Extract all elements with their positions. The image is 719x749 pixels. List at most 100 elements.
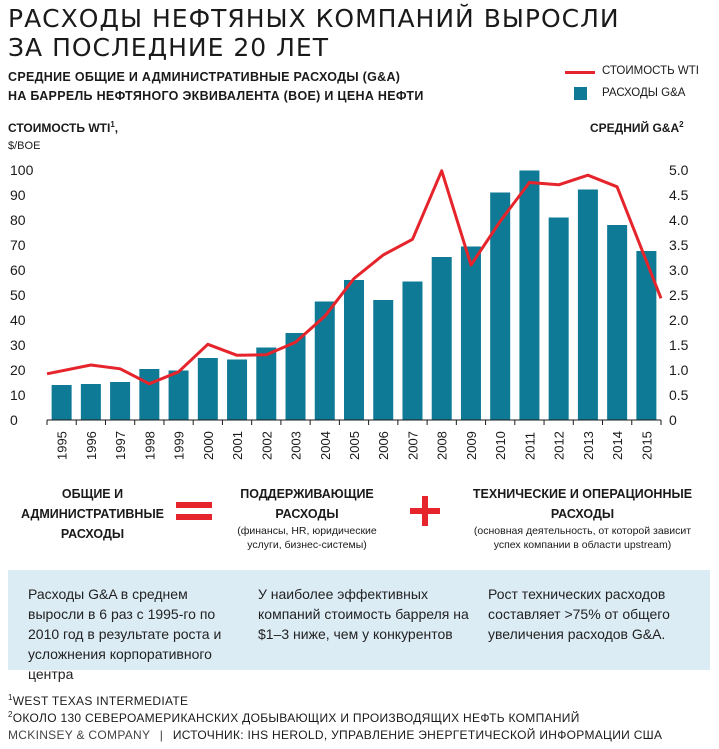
footnote-2-mark: 2 bbox=[8, 710, 13, 719]
x-tick-label: 1995 bbox=[55, 431, 70, 460]
right-tick-label: 4.0 bbox=[669, 212, 689, 228]
left-axis-title-suffix: , bbox=[114, 121, 119, 135]
x-tick-label: 2011 bbox=[522, 432, 537, 460]
left-tick-label: 10 bbox=[10, 387, 26, 403]
legend-bar-label: РАСХОДЫ G&A bbox=[602, 87, 686, 99]
left-tick-label: 50 bbox=[10, 287, 26, 303]
formula-term1-sub: (финансы, HR, юридические услуги, бизнес… bbox=[237, 525, 377, 551]
bar-2013 bbox=[577, 189, 598, 420]
bar-2000 bbox=[197, 358, 218, 420]
equals-bar-top bbox=[176, 502, 212, 508]
formula-term2: ТЕХНИЧЕСКИЕ И ОПЕРАЦИОННЫЕ РАСХОДЫ bbox=[472, 487, 693, 521]
x-tick-label: 1999 bbox=[172, 431, 187, 460]
x-tick-label: 2009 bbox=[464, 431, 479, 460]
x-tick-label: 2006 bbox=[376, 431, 391, 460]
right-tick-label: 0 bbox=[669, 412, 677, 428]
chart-subtitle: СРЕДНИЕ ОБЩИЕ И АДМИНИСТРАТИВНЫЕ РАСХОДЫ… bbox=[8, 68, 424, 106]
left-tick-label: 100 bbox=[10, 162, 34, 178]
footnote-1: 1WEST TEXAS INTERMEDIATE bbox=[8, 693, 188, 708]
x-tick-label: 2001 bbox=[230, 431, 245, 460]
insight-1: Расходы G&A в среднем выросли в 6 раз с … bbox=[28, 586, 222, 682]
bar-2009 bbox=[460, 246, 481, 420]
left-tick-label: 40 bbox=[10, 312, 26, 328]
left-tick-label: 0 bbox=[10, 412, 18, 428]
right-tick-label: 3.0 bbox=[669, 262, 689, 278]
x-tick-label: 2015 bbox=[639, 431, 654, 460]
right-tick-label: 3.5 bbox=[669, 237, 689, 253]
right-tick-label: 2.5 bbox=[669, 287, 689, 303]
right-tick-label: 4.5 bbox=[669, 187, 689, 203]
bar-2014 bbox=[607, 225, 628, 420]
bar-1996 bbox=[80, 384, 101, 420]
left-axis-footnote-mark: 1 bbox=[110, 120, 115, 129]
bar-2006 bbox=[373, 300, 394, 420]
footnote-2: 2ОКОЛО 130 СЕВЕРОАМЕРИКАНСКИХ ДОБЫВАЮЩИХ… bbox=[8, 710, 580, 725]
right-tick-label: 1.5 bbox=[669, 337, 689, 353]
x-tick-label: 2000 bbox=[201, 431, 216, 460]
bar-1997 bbox=[110, 382, 131, 420]
legend-line-label: СТОИМОСТЬ WTI bbox=[602, 65, 699, 77]
left-tick-label: 60 bbox=[10, 262, 26, 278]
legend-line-swatch bbox=[565, 71, 595, 74]
x-tick-label: 2013 bbox=[581, 431, 596, 460]
chart: 0 10 20 30 40 50 60 70 80 90 100 0 0.5 1.0 1.5 2.0 2.5 3.… bbox=[10, 162, 689, 460]
right-axis-footnote-mark: 2 bbox=[679, 120, 684, 129]
x-tick-label: 2007 bbox=[405, 431, 420, 460]
bar-2001 bbox=[227, 359, 248, 420]
bar-2003 bbox=[285, 333, 306, 420]
bar-1998 bbox=[139, 369, 160, 420]
bar-2008 bbox=[431, 257, 452, 420]
source-text: ИСТОЧНИК: IHS HEROLD, УПРАВЛЕНИЕ ЭНЕРГЕТ… bbox=[172, 728, 663, 742]
bar-2004 bbox=[314, 301, 335, 420]
left-axis-title-text: СТОИМОСТЬ WTI bbox=[8, 121, 111, 135]
x-tick-label: 1996 bbox=[84, 431, 99, 460]
footnote-1-mark: 1 bbox=[8, 693, 13, 702]
insight-2: У наиболее эффективных компаний стоимост… bbox=[258, 586, 469, 642]
left-tick-label: 90 bbox=[10, 187, 26, 203]
left-axis-title: СТОИМОСТЬ WTI1, bbox=[8, 120, 118, 135]
right-axis-title-text: СРЕДНИЙ G&A bbox=[590, 121, 680, 135]
bar-2010 bbox=[490, 192, 511, 420]
left-tick-label: 80 bbox=[10, 212, 26, 228]
right-tick-label: 5.0 bbox=[669, 162, 689, 178]
x-tick-label: 2010 bbox=[493, 431, 508, 460]
bar-1995 bbox=[51, 385, 72, 420]
right-tick-label: 1.0 bbox=[669, 362, 689, 378]
x-tick-label: 2004 bbox=[318, 431, 333, 460]
plus-bar-v bbox=[422, 496, 428, 526]
insight-3: Рост технических расходов составляет >75… bbox=[488, 586, 670, 642]
footnote-1-text: WEST TEXAS INTERMEDIATE bbox=[12, 694, 189, 708]
left-tick-label: 20 bbox=[10, 362, 26, 378]
source-line: MCKINSEY & COMPANY | ИСТОЧНИК: IHS HEROL… bbox=[8, 728, 662, 742]
formula-lhs: ОБЩИЕ И АДМИНИСТРАТИВНЫЕ РАСХОДЫ bbox=[20, 487, 165, 541]
equals-sign bbox=[176, 496, 212, 526]
bar-2005 bbox=[344, 280, 364, 420]
bar-1999 bbox=[168, 370, 189, 420]
x-tick-label: 2012 bbox=[552, 431, 567, 460]
formula-term2-sub: (основная деятельность, от которой завис… bbox=[473, 525, 692, 551]
legend-bar-swatch bbox=[574, 87, 587, 100]
x-tick-label: 2003 bbox=[289, 431, 304, 460]
right-axis-title: СРЕДНИЙ G&A2 bbox=[590, 120, 684, 135]
bar-2015 bbox=[636, 251, 657, 420]
subtitle-line-1: СРЕДНИЕ ОБЩИЕ И АДМИНИСТРАТИВНЫЕ РАСХОДЫ… bbox=[8, 70, 401, 84]
bar-2007 bbox=[402, 281, 423, 420]
bar-2012 bbox=[548, 217, 569, 420]
left-axis-unit: $/BOE bbox=[8, 140, 41, 152]
x-tick-label: 2005 bbox=[347, 431, 362, 460]
subtitle-line-2: НА БАРРЕЛЬ НЕФТЯНОГО ЭКВИВАЛЕНТА (BOE) И… bbox=[8, 89, 424, 103]
right-tick-label: 2.0 bbox=[669, 312, 689, 328]
x-tick-label: 1998 bbox=[142, 431, 157, 460]
equals-bar-bottom bbox=[176, 514, 212, 520]
formula-term1: ПОДДЕРЖИВАЮЩИЕ РАСХОДЫ bbox=[240, 487, 374, 521]
bar-2002 bbox=[256, 347, 277, 420]
company-name: MCKINSEY & COMPANY bbox=[8, 728, 151, 742]
x-tick-label: 2014 bbox=[610, 431, 625, 460]
wti-line bbox=[46, 169, 663, 386]
x-tick-label: 1997 bbox=[113, 431, 128, 460]
x-tick-label: 2008 bbox=[435, 431, 450, 460]
bar-2011 bbox=[519, 170, 540, 420]
left-tick-label: 70 bbox=[10, 237, 26, 253]
plus-sign bbox=[410, 496, 440, 526]
source-separator: | bbox=[159, 728, 164, 742]
